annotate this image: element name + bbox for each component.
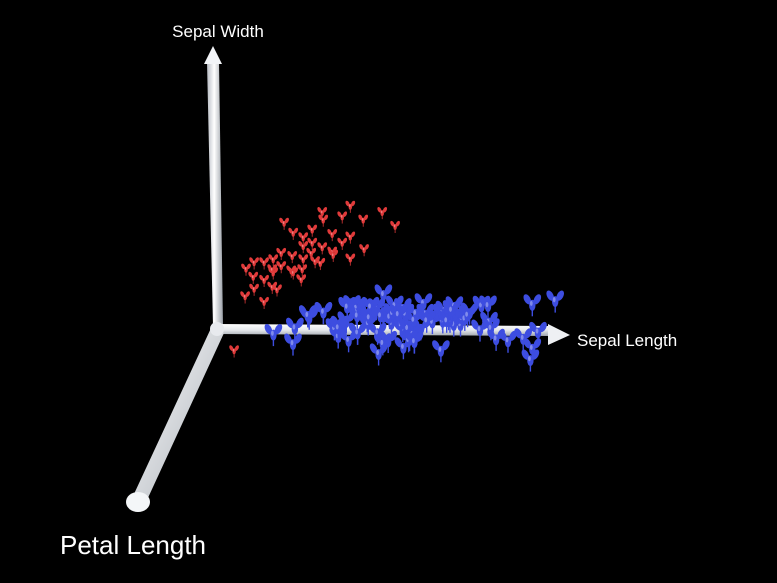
- data-point: [284, 333, 302, 356]
- data-point: [318, 214, 329, 227]
- data-point: [338, 297, 357, 320]
- data-point: [360, 307, 379, 330]
- data-point: [279, 217, 289, 230]
- data-point: [368, 322, 387, 345]
- data-point: [514, 328, 533, 351]
- y-axis-arrowhead: [204, 46, 222, 64]
- data-point: [499, 330, 517, 353]
- data-point: [267, 264, 278, 277]
- data-point: [298, 241, 309, 254]
- data-point: [268, 254, 279, 267]
- data-point: [248, 271, 259, 284]
- data-point: [249, 257, 259, 270]
- data-point: [329, 317, 348, 340]
- data-point: [240, 291, 250, 304]
- data-point: [287, 251, 298, 264]
- data-point: [298, 254, 309, 267]
- data-point: [229, 345, 239, 358]
- data-point: [337, 237, 348, 250]
- data-point: [288, 267, 299, 280]
- x-axis-label: Sepal Length: [577, 331, 677, 350]
- data-point: [345, 200, 356, 213]
- data-point: [442, 300, 461, 323]
- data-point: [317, 242, 328, 255]
- data-point: [377, 207, 388, 220]
- data-point: [307, 224, 318, 237]
- data-point: [523, 294, 542, 317]
- data-point: [358, 214, 369, 227]
- z-axis-label: Petal Length: [60, 530, 206, 560]
- data-point: [458, 305, 477, 328]
- data-point: [288, 227, 299, 240]
- data-point: [314, 302, 333, 325]
- data-point: [249, 283, 259, 296]
- axes: [126, 46, 570, 512]
- data-point: [374, 284, 393, 307]
- data-point: [345, 231, 356, 244]
- data-point: [259, 257, 269, 270]
- data-point: [546, 290, 565, 313]
- data-point: [432, 340, 450, 363]
- data-point: [479, 295, 497, 318]
- data-point: [272, 284, 282, 297]
- data-point: [276, 261, 287, 274]
- data-point: [359, 244, 369, 257]
- y-axis-shaft: [207, 62, 223, 326]
- data-marks: [229, 200, 565, 372]
- data-point: [307, 237, 318, 250]
- data-point: [328, 249, 339, 262]
- data-point: [315, 257, 326, 271]
- z-axis-shaft: [134, 326, 224, 500]
- data-point: [405, 331, 424, 354]
- data-point: [327, 229, 338, 242]
- data-point: [286, 317, 304, 340]
- data-point: [389, 304, 408, 327]
- data-point: [482, 318, 500, 341]
- data-point: [345, 253, 356, 266]
- data-point: [337, 211, 348, 224]
- data-point: [296, 274, 307, 287]
- data-point: [259, 274, 269, 288]
- data-point: [259, 296, 269, 310]
- data-point: [317, 207, 328, 220]
- data-point: [297, 264, 308, 277]
- x-axis-arrowhead: [548, 324, 570, 345]
- data-point: [276, 247, 287, 261]
- z-axis-endcap: [126, 492, 150, 512]
- axes-origin: [210, 322, 224, 336]
- data-point: [241, 263, 251, 276]
- data-point: [529, 321, 547, 344]
- data-point: [264, 324, 283, 347]
- data-point: [417, 310, 436, 333]
- data-point: [298, 232, 309, 245]
- y-axis-label: Sepal Width: [172, 22, 264, 41]
- data-point: [298, 305, 317, 328]
- data-point: [390, 220, 400, 234]
- data-point: [523, 338, 542, 361]
- data-point: [348, 322, 367, 345]
